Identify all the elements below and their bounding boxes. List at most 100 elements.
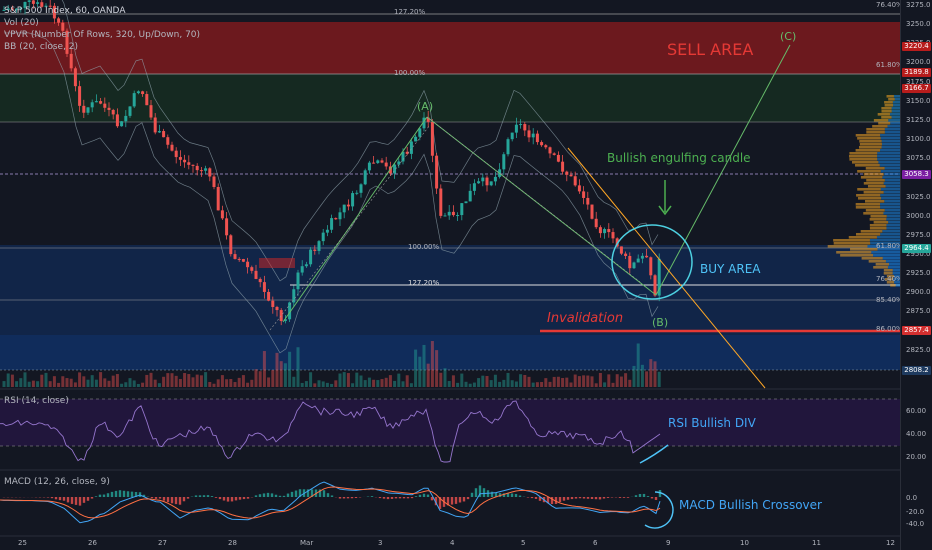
candle-body [556,154,560,162]
macd-hist-bar [514,493,518,497]
bollinger-bands [3,0,659,354]
candle-body [300,266,304,273]
macd-hist-bar [554,497,558,504]
candle-body [313,249,317,251]
volume-bar [241,375,245,387]
candle-body [607,229,611,233]
trend-channel-lower [269,124,431,331]
rsi-line [0,400,661,463]
wave-c-line [655,44,791,296]
candle-body [23,1,27,8]
macd-hist-bar [262,493,266,497]
vpvr-bar-up [891,110,900,113]
volume-bar [19,378,23,387]
volume-bar [187,374,191,387]
vpvr-bar-down [875,263,890,266]
volume-bar [594,383,598,387]
vpvr-bar-down [833,239,870,242]
volume-bar [485,376,489,387]
candle-body [27,0,31,2]
price-tick: 3075.0 [906,154,931,163]
volume-bar [422,344,426,387]
legend-macd[interactable]: MACD (12, 26, close, 9) [4,477,110,487]
buy-area-zone [0,245,900,335]
volume-bar [313,383,317,387]
candle-body [199,170,203,172]
vpvr-bar-down [870,215,887,218]
sell-area-label: SELL AREA [667,40,754,59]
volume-bar [640,364,644,387]
price-tick: 3000.0 [906,211,931,220]
vpvr-bar-up [884,167,900,170]
volume-bar [111,375,115,387]
vpvr-bar-up [886,218,900,221]
vpvr-bar-up [885,185,900,188]
legend-vpvr[interactable]: VPVR (Number Of Rows, 320, Up/Down, 70) [4,30,201,40]
vpvr-bar-up [895,284,900,287]
vpvr-bar-up [880,134,900,137]
volume-bar [447,381,451,387]
macd-hist-bar [594,497,598,500]
price-chart-svg[interactable] [0,0,900,550]
macd-hist-bar [134,491,138,497]
volume-bar [636,343,640,387]
vpvr-bar-down [855,233,881,236]
rsi-tick: 40.00 [906,430,927,438]
volume-bar [577,376,581,387]
volume-bar [99,372,103,387]
vpvr-bar-down [883,272,893,275]
macd-hist-bar [502,493,506,497]
macd-hist-bar [650,497,654,499]
candle-body [439,188,443,216]
candle-body [69,53,73,69]
vpvr-bar-up [884,131,900,134]
vpvr-bar-up [882,230,900,233]
vpvr-bar-down [827,245,868,248]
volume-bar [393,380,397,387]
candle-body [481,177,485,182]
volume-bar [325,382,329,387]
candle-body [561,161,565,172]
macd-hist-bar [58,497,62,501]
macd-hist-bar [338,497,342,499]
macd-hist-bar [386,497,390,500]
vpvr-bar-up [867,245,900,248]
volume-bar [296,347,300,387]
trend-channel-lower2 [426,116,641,283]
macd-hist-bar [318,489,322,497]
volume-bar [61,376,65,387]
macd-hist-bar [546,497,550,504]
candle-body [414,136,418,142]
macd-hist-bar [286,493,290,497]
legend-bb[interactable]: BB (20, close, 2) [4,42,79,52]
legend-rsi[interactable]: RSI (14, close) [4,396,69,406]
vpvr-bar-up [880,194,900,197]
volume-bar [44,372,48,387]
volume-bar [115,374,119,387]
macd-hist-bar [342,497,346,499]
macd-hist-bar [494,492,498,497]
macd-hist-bar [322,490,326,497]
volume-bar [220,375,224,387]
candle-body [262,282,266,292]
volume-bar [48,381,52,387]
macd-hist-bar [214,497,218,498]
macd-hist-bar [222,497,226,501]
candle-body [296,272,300,290]
volume-bar [561,377,565,387]
candle-body [212,176,216,188]
legend-symbol[interactable]: S&P 500 Index, 60, OANDA [4,6,126,16]
vpvr-bar-up [887,125,900,128]
macd-hist-bar [150,497,154,499]
price-tick: 2825.0 [906,345,931,354]
candle-body [628,255,632,269]
volume-bar [624,373,628,387]
candle-body [153,117,157,133]
macd-tick: -20.0 [906,508,925,516]
vpvr-bar-down [869,224,887,227]
candle-body [451,211,455,216]
price-tick: 3150.0 [906,96,931,105]
volume-bar [649,359,653,387]
legend-volume[interactable]: Vol (20) [4,18,39,28]
